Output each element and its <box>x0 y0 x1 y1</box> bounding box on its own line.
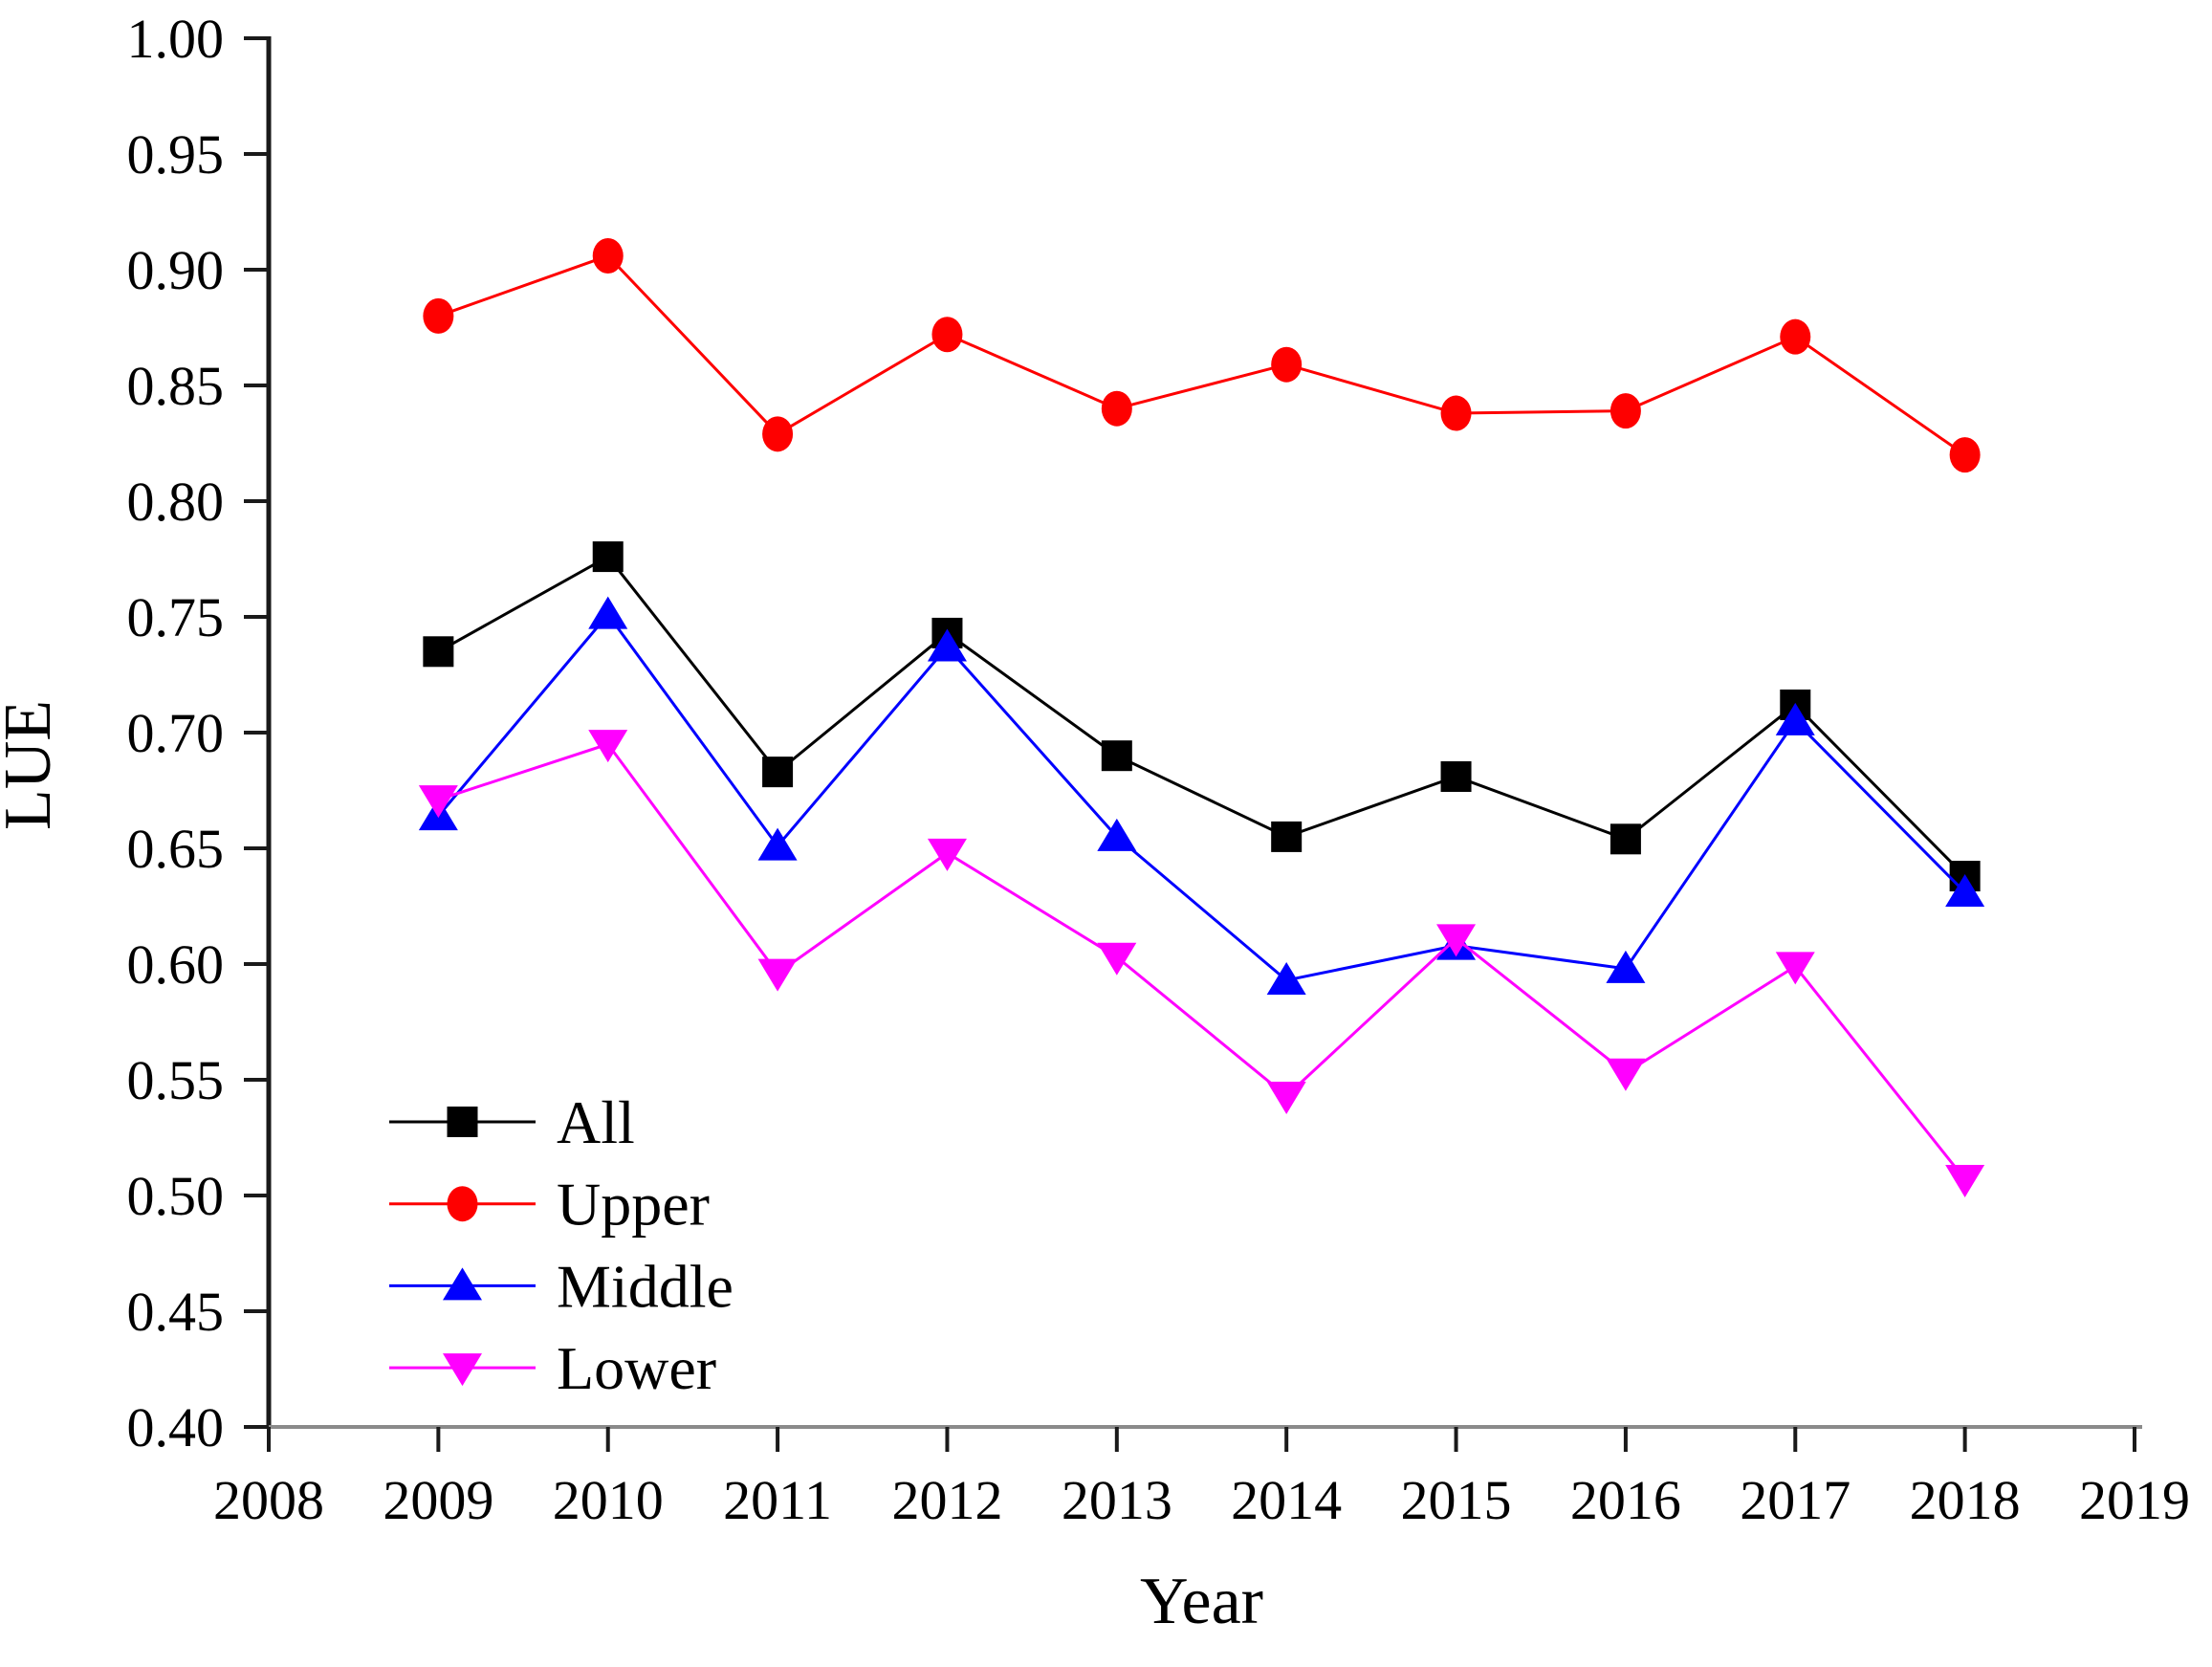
series-upper-marker <box>1949 437 1981 473</box>
x-tick-label: 2008 <box>213 1469 324 1531</box>
x-tick-label: 2017 <box>1740 1469 1851 1531</box>
legend-label: Upper <box>557 1171 710 1239</box>
series-lower <box>418 730 1985 1198</box>
series-middle-line <box>437 612 1966 982</box>
series-all-marker <box>1610 823 1641 855</box>
series-middle-marker <box>1266 961 1306 995</box>
legend-marker-triangle-up <box>443 1267 482 1301</box>
series-lower-marker <box>588 730 628 763</box>
series-lower-marker <box>1436 924 1477 957</box>
series-lower-marker <box>927 838 967 871</box>
series-all-marker <box>762 757 794 788</box>
y-tick-label: 0.55 <box>127 1049 225 1111</box>
legend-label: Middle <box>557 1252 734 1320</box>
series-upper-marker <box>423 297 454 334</box>
legend-marker-triangle-down <box>443 1353 482 1387</box>
x-tick-label: 2012 <box>891 1469 1002 1531</box>
series-lower-line <box>437 742 1966 1180</box>
series-middle <box>418 596 1985 995</box>
legend-item-lower: Lower <box>389 1334 716 1402</box>
series-middle-marker <box>757 827 798 861</box>
y-tick-label: 0.75 <box>127 586 225 648</box>
series-all-marker <box>1440 760 1472 792</box>
x-axis-title: Year <box>1140 1565 1263 1638</box>
series-lower-marker <box>1266 1081 1306 1114</box>
legend-item-all: All <box>389 1088 635 1156</box>
y-axis-ticks: 0.40 0.45 0.50 0.55 0.60 0.65 0.70 0.75 0.80 0.85… <box>127 8 269 1459</box>
series-all-marker <box>423 636 454 668</box>
y-tick-label: 0.45 <box>127 1281 225 1343</box>
series-all-line <box>437 555 1966 878</box>
legend-item-middle: Middle <box>389 1252 734 1320</box>
series-middle-marker <box>588 596 628 629</box>
y-tick-label: 0.80 <box>127 471 225 533</box>
x-tick-label: 2014 <box>1231 1469 1342 1531</box>
y-tick-label: 0.60 <box>127 933 225 996</box>
series-all-marker <box>592 541 624 573</box>
legend-item-upper: Upper <box>389 1171 710 1239</box>
legend-label: Lower <box>557 1334 716 1402</box>
y-tick-label: 0.90 <box>127 239 225 301</box>
series-middle-marker <box>927 628 967 662</box>
series-upper-marker <box>1101 390 1132 427</box>
legend-marker-square <box>447 1107 478 1137</box>
series-upper-marker <box>592 237 624 274</box>
y-tick-label: 0.40 <box>127 1396 225 1459</box>
x-tick-label: 2015 <box>1401 1469 1512 1531</box>
y-tick-label: 0.70 <box>127 702 225 764</box>
y-tick-label: 0.95 <box>127 123 225 186</box>
series-lower-marker <box>1945 1165 1985 1198</box>
series-all-marker <box>1101 740 1132 772</box>
y-tick-label: 0.50 <box>127 1165 225 1227</box>
series-lower-marker <box>757 958 798 992</box>
y-tick-label: 0.65 <box>127 818 225 880</box>
y-tick-label: 0.85 <box>127 355 225 417</box>
series-upper-marker <box>1271 346 1303 383</box>
series-lower-marker <box>1606 1058 1646 1091</box>
series-lower-marker <box>1775 952 1815 985</box>
legend-label: All <box>557 1088 635 1156</box>
y-axis-title: LUE <box>0 700 65 830</box>
series-middle-marker <box>1945 873 1985 907</box>
series-upper-marker <box>762 416 794 452</box>
x-tick-label: 2018 <box>1910 1469 2021 1531</box>
x-tick-label: 2009 <box>383 1469 493 1531</box>
series-middle-marker <box>1606 950 1646 983</box>
x-tick-label: 2013 <box>1062 1469 1172 1531</box>
series-upper-marker <box>1440 395 1472 431</box>
x-tick-label: 2010 <box>553 1469 664 1531</box>
series-all-marker <box>1271 821 1303 852</box>
x-tick-label: 2019 <box>2079 1469 2190 1531</box>
series-upper-line <box>437 253 1966 456</box>
y-tick-label: 1.00 <box>127 8 225 70</box>
series-lower-marker <box>1097 942 1137 976</box>
series-upper-marker <box>1610 393 1641 429</box>
x-axis-ticks: 2008 2009 2010 2011 2012 2013 2014 2015 2016 2017… <box>213 1427 2190 1531</box>
series-middle-marker <box>1775 702 1815 735</box>
series-upper-marker <box>1780 318 1811 355</box>
x-tick-label: 2016 <box>1570 1469 1681 1531</box>
series-middle-marker <box>1097 818 1137 851</box>
legend: All Upper Middle Lower <box>389 1088 734 1402</box>
x-tick-label: 2011 <box>723 1469 832 1531</box>
series-upper <box>423 237 1981 473</box>
series-upper-marker <box>931 317 963 353</box>
legend-marker-circle <box>447 1186 478 1222</box>
series-lower-marker <box>418 785 458 819</box>
